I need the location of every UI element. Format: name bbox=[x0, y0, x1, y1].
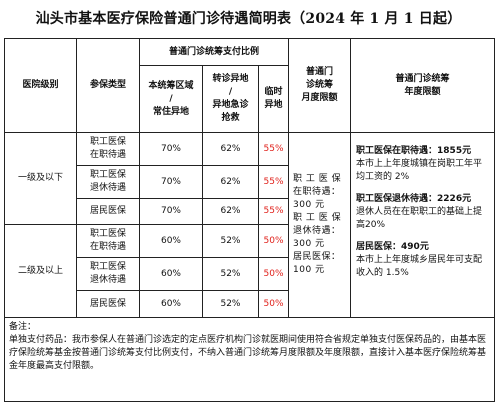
local-ratio-cell: 60% bbox=[139, 290, 203, 318]
header-monthly-limit: 普通门 诊统筹 月度限额 bbox=[288, 38, 352, 133]
header-temp-ratio: 临时 异地 bbox=[257, 65, 290, 133]
temp-ratio-cell: 50% bbox=[257, 290, 290, 318]
table-row: 二级及以上 职工医保 在职待遇 60% 52% 50% bbox=[4, 224, 495, 318]
table-row: 职工医保 退休待遇 70% 62% 55% bbox=[5, 165, 495, 199]
annual-heading: 职工医保退休待遇：2226元 bbox=[356, 194, 472, 204]
local-ratio-cell: 70% bbox=[139, 165, 203, 199]
local-ratio-cell: 60% bbox=[139, 224, 203, 258]
type-cell: 居民医保 bbox=[76, 290, 140, 318]
temp-ratio-cell: 50% bbox=[257, 257, 290, 291]
annual-block-retired: 职工医保退休待遇：2226元 退休人员在在职职工的基础上提高20% bbox=[356, 193, 489, 232]
transfer-ratio-cell: 62% bbox=[202, 165, 259, 199]
document-title: 汕头市基本医疗保险普通门诊待遇简明表（2024 年 1 月 1 日起） bbox=[35, 11, 462, 27]
temp-ratio-cell: 50% bbox=[257, 224, 290, 258]
annual-block-employee: 职工医保在职待遇：1855元 本市上上年度城镇在岗职工年平均工资的 2% bbox=[356, 145, 489, 184]
type-cell: 职工医保 退休待遇 bbox=[76, 257, 140, 291]
transfer-ratio-cell: 52% bbox=[202, 290, 259, 318]
type-cell: 职工医保 退休待遇 bbox=[76, 165, 140, 199]
header-ratio-group: 普通门诊统筹支付比例 bbox=[138, 38, 290, 66]
annual-description: 本市上上年度城镇在岗职工年平均工资的 2% bbox=[356, 159, 483, 182]
header-annual-limit: 普通门诊统筹 年度限额 bbox=[350, 38, 496, 133]
annual-heading: 职工医保在职待遇：1855元 bbox=[356, 146, 472, 156]
annual-heading: 居民医保：490元 bbox=[356, 242, 429, 252]
monthly-limit-cell: 职 工 医 保 在职待遇： 300 元 职 工 医 保 退休待遇： 300 元 … bbox=[288, 132, 352, 318]
temp-ratio-cell: 55% bbox=[257, 198, 290, 225]
table-row: 一级及以下 职工医保 在职待遇 70% 62% 55% 职 工 医 保 在职待遇… bbox=[4, 132, 496, 318]
header-insurance-type: 参保类型 bbox=[76, 38, 140, 133]
level-cell: 一级及以下 bbox=[4, 132, 77, 225]
header-transfer-ratio: 转诊异地 / 异地急诊 抢救 bbox=[202, 65, 259, 133]
temp-ratio-cell: 55% bbox=[257, 132, 290, 166]
annual-description: 退休人员在在职职工的基础上提高20% bbox=[356, 207, 483, 230]
transfer-ratio-cell: 52% bbox=[202, 257, 259, 291]
notes-label: 备注： bbox=[9, 322, 37, 332]
type-cell: 职工医保 在职待遇 bbox=[76, 224, 140, 258]
type-cell: 居民医保 bbox=[76, 198, 140, 225]
notes-text: 单独支付药品：我市参保人在普通门诊选定的定点医疗机构门诊就医期间使用符合省规定单… bbox=[9, 335, 487, 371]
table-row: 职工医保 退休待遇 60% 52% 50% bbox=[5, 257, 495, 291]
header-local-ratio: 本统筹区域 / 常住异地 bbox=[139, 65, 203, 133]
annual-block-resident: 居民医保：490元 本市上上年度城乡居民年可支配收入的 1.5% bbox=[356, 241, 489, 280]
transfer-ratio-cell: 62% bbox=[202, 132, 259, 166]
local-ratio-cell: 70% bbox=[139, 198, 203, 225]
transfer-ratio-cell: 62% bbox=[202, 198, 259, 225]
table-row: 居民医保 60% 52% 50% bbox=[5, 290, 495, 318]
local-ratio-cell: 70% bbox=[139, 132, 203, 166]
level-cell: 二级及以上 bbox=[4, 224, 77, 318]
local-ratio-cell: 60% bbox=[139, 257, 203, 291]
notes-row: 备注： 单独支付药品：我市参保人在普通门诊选定的定点医疗机构门诊就医期间使用符合… bbox=[3, 317, 496, 402]
temp-ratio-cell: 55% bbox=[257, 165, 290, 199]
notes-cell: 备注： 单独支付药品：我市参保人在普通门诊选定的定点医疗机构门诊就医期间使用符合… bbox=[3, 317, 496, 402]
annual-limit-cell: 职工医保在职待遇：1855元 本市上上年度城镇在岗职工年平均工资的 2% 职工医… bbox=[350, 132, 496, 318]
benefit-table: 医院级别 参保类型 普通门诊统筹支付比例 普通门 诊统筹 月度限额 普通门诊统筹… bbox=[3, 38, 496, 402]
header-level: 医院级别 bbox=[4, 38, 77, 133]
transfer-ratio-cell: 52% bbox=[202, 224, 259, 258]
annual-description: 本市上上年度城乡居民年可支配收入的 1.5% bbox=[356, 255, 483, 278]
type-cell: 职工医保 在职待遇 bbox=[76, 132, 140, 166]
